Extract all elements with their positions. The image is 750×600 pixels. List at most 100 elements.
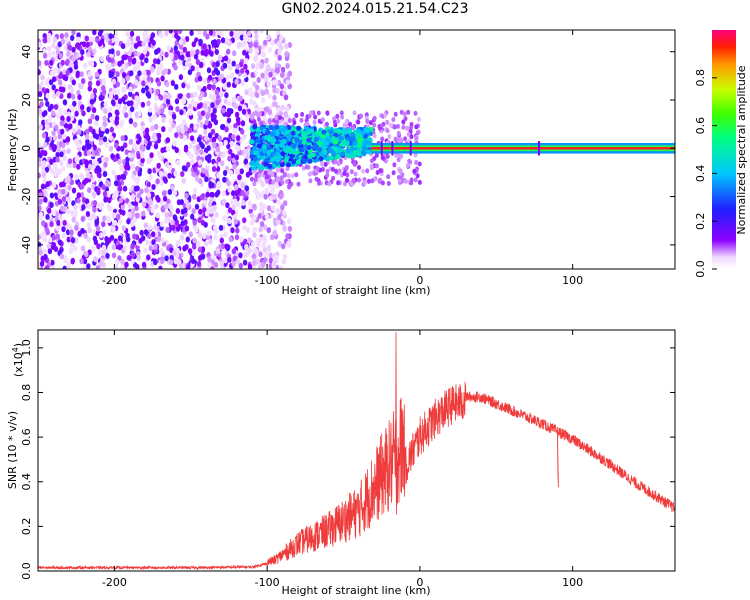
heatmap-cell	[213, 261, 219, 268]
heatmap-cell	[264, 57, 269, 64]
heatmap-cell	[74, 53, 80, 60]
heatmap-cell	[204, 176, 209, 183]
heatmap-cell	[310, 152, 316, 158]
heatmap-cell	[194, 203, 200, 210]
heatmap-cell	[96, 243, 101, 250]
heatmap-cell	[66, 148, 71, 155]
heatmap-cell	[125, 31, 130, 37]
heatmap-cell	[167, 93, 172, 100]
heatmap-cell	[103, 161, 108, 168]
heatmap-cell	[348, 121, 353, 127]
heatmap-cell	[120, 263, 125, 269]
heatmap-cell	[141, 210, 146, 217]
heatmap-cell	[399, 153, 404, 159]
heatmap-cell	[55, 156, 60, 163]
heatmap-cell	[195, 175, 200, 182]
heatmap-cell	[61, 226, 66, 233]
heatmap-cell	[240, 67, 245, 74]
heatmap-cell	[222, 62, 228, 69]
heatmap-cell	[111, 244, 117, 251]
heatmap-cell	[171, 122, 176, 129]
heatmap-cell	[102, 190, 108, 197]
heatmap-cell	[117, 255, 122, 262]
heatmap-cell	[158, 32, 164, 39]
heatmap-cell	[51, 50, 56, 57]
heatmap-cell	[61, 195, 67, 202]
heatmap-cell	[45, 124, 50, 131]
heatmap-cell	[320, 161, 325, 167]
colorbar	[712, 30, 736, 269]
heatmap-cell	[260, 90, 266, 97]
heatmap-cell	[285, 79, 290, 86]
heatmap-cell	[156, 68, 161, 74]
heatmap-cell	[279, 143, 285, 148]
heatmap-cell	[146, 69, 151, 76]
heatmap-cell	[364, 112, 369, 118]
heatmap-cell	[98, 139, 104, 146]
heatmap-cell	[38, 205, 42, 212]
heatmap-cell	[95, 265, 100, 269]
heatmap-cell	[133, 145, 139, 152]
heatmap-cell	[223, 231, 228, 238]
heatmap-cell	[248, 203, 253, 210]
heatmap-cell	[287, 42, 293, 48]
heatmap-cell	[258, 125, 264, 131]
heatmap-cell	[349, 169, 354, 175]
heatmap-cell	[242, 217, 247, 224]
heatmap-cell	[275, 157, 281, 163]
heatmap-cell	[108, 93, 114, 100]
heatmap-cell	[282, 253, 288, 260]
heatmap-cell	[92, 132, 98, 139]
heatmap-cell	[291, 143, 297, 149]
heatmap-cell	[329, 155, 334, 161]
heatmap-cell	[132, 57, 137, 64]
heatmap-cell	[43, 253, 48, 260]
heatmap-cell	[248, 87, 253, 94]
heatmap-cell	[316, 147, 322, 153]
yscale-exponent: 4	[11, 347, 20, 352]
heatmap-cell	[65, 136, 71, 143]
heatmap-cell	[294, 113, 299, 118]
heatmap-cell	[61, 165, 66, 172]
heatmap-cell	[61, 133, 67, 140]
heatmap-cell	[372, 122, 377, 128]
heatmap-cell	[179, 109, 184, 116]
heatmap-cell	[185, 51, 190, 58]
heatmap-cell	[196, 260, 202, 267]
heatmap-cell	[272, 217, 278, 224]
heatmap-cell	[225, 111, 230, 118]
heatmap-cell	[114, 36, 120, 43]
heatmap-cell	[173, 215, 178, 222]
heatmap-cell	[221, 107, 226, 114]
heatmap-cell	[365, 119, 370, 124]
heatmap-cell	[234, 154, 239, 161]
heatmap-cell	[44, 166, 50, 173]
heatmap-cell	[188, 142, 193, 149]
heatmap-cell	[94, 219, 99, 225]
heatmap-cell	[78, 119, 83, 126]
heatmap-cell	[385, 153, 390, 159]
heatmap-cell	[148, 116, 153, 123]
heatmap-cell	[164, 203, 169, 210]
heatmap-cell	[156, 196, 161, 203]
heatmap-cell	[194, 149, 199, 156]
heatmap-cell	[49, 168, 55, 175]
heatmap-cell	[49, 103, 54, 110]
heatmap-cell	[188, 231, 193, 238]
heatmap-cell	[313, 114, 318, 120]
heatmap-cell	[249, 176, 254, 182]
heatmap-ytick-label: -40	[20, 236, 33, 254]
heatmap-cell	[413, 110, 418, 116]
heatmap-cell	[193, 91, 198, 98]
heatmap-cell	[89, 98, 95, 105]
heatmap-cell	[240, 128, 245, 135]
heatmap-cell	[88, 215, 93, 222]
heatmap-cell	[91, 159, 97, 165]
heatmap-cell	[185, 236, 190, 243]
heatmap-cell	[53, 162, 58, 169]
heatmap-cell	[278, 265, 284, 269]
heatmap-cell	[243, 158, 249, 165]
heatmap-cell	[121, 54, 126, 61]
heatmap-cell	[212, 78, 217, 85]
heatmap-cell	[285, 233, 290, 240]
